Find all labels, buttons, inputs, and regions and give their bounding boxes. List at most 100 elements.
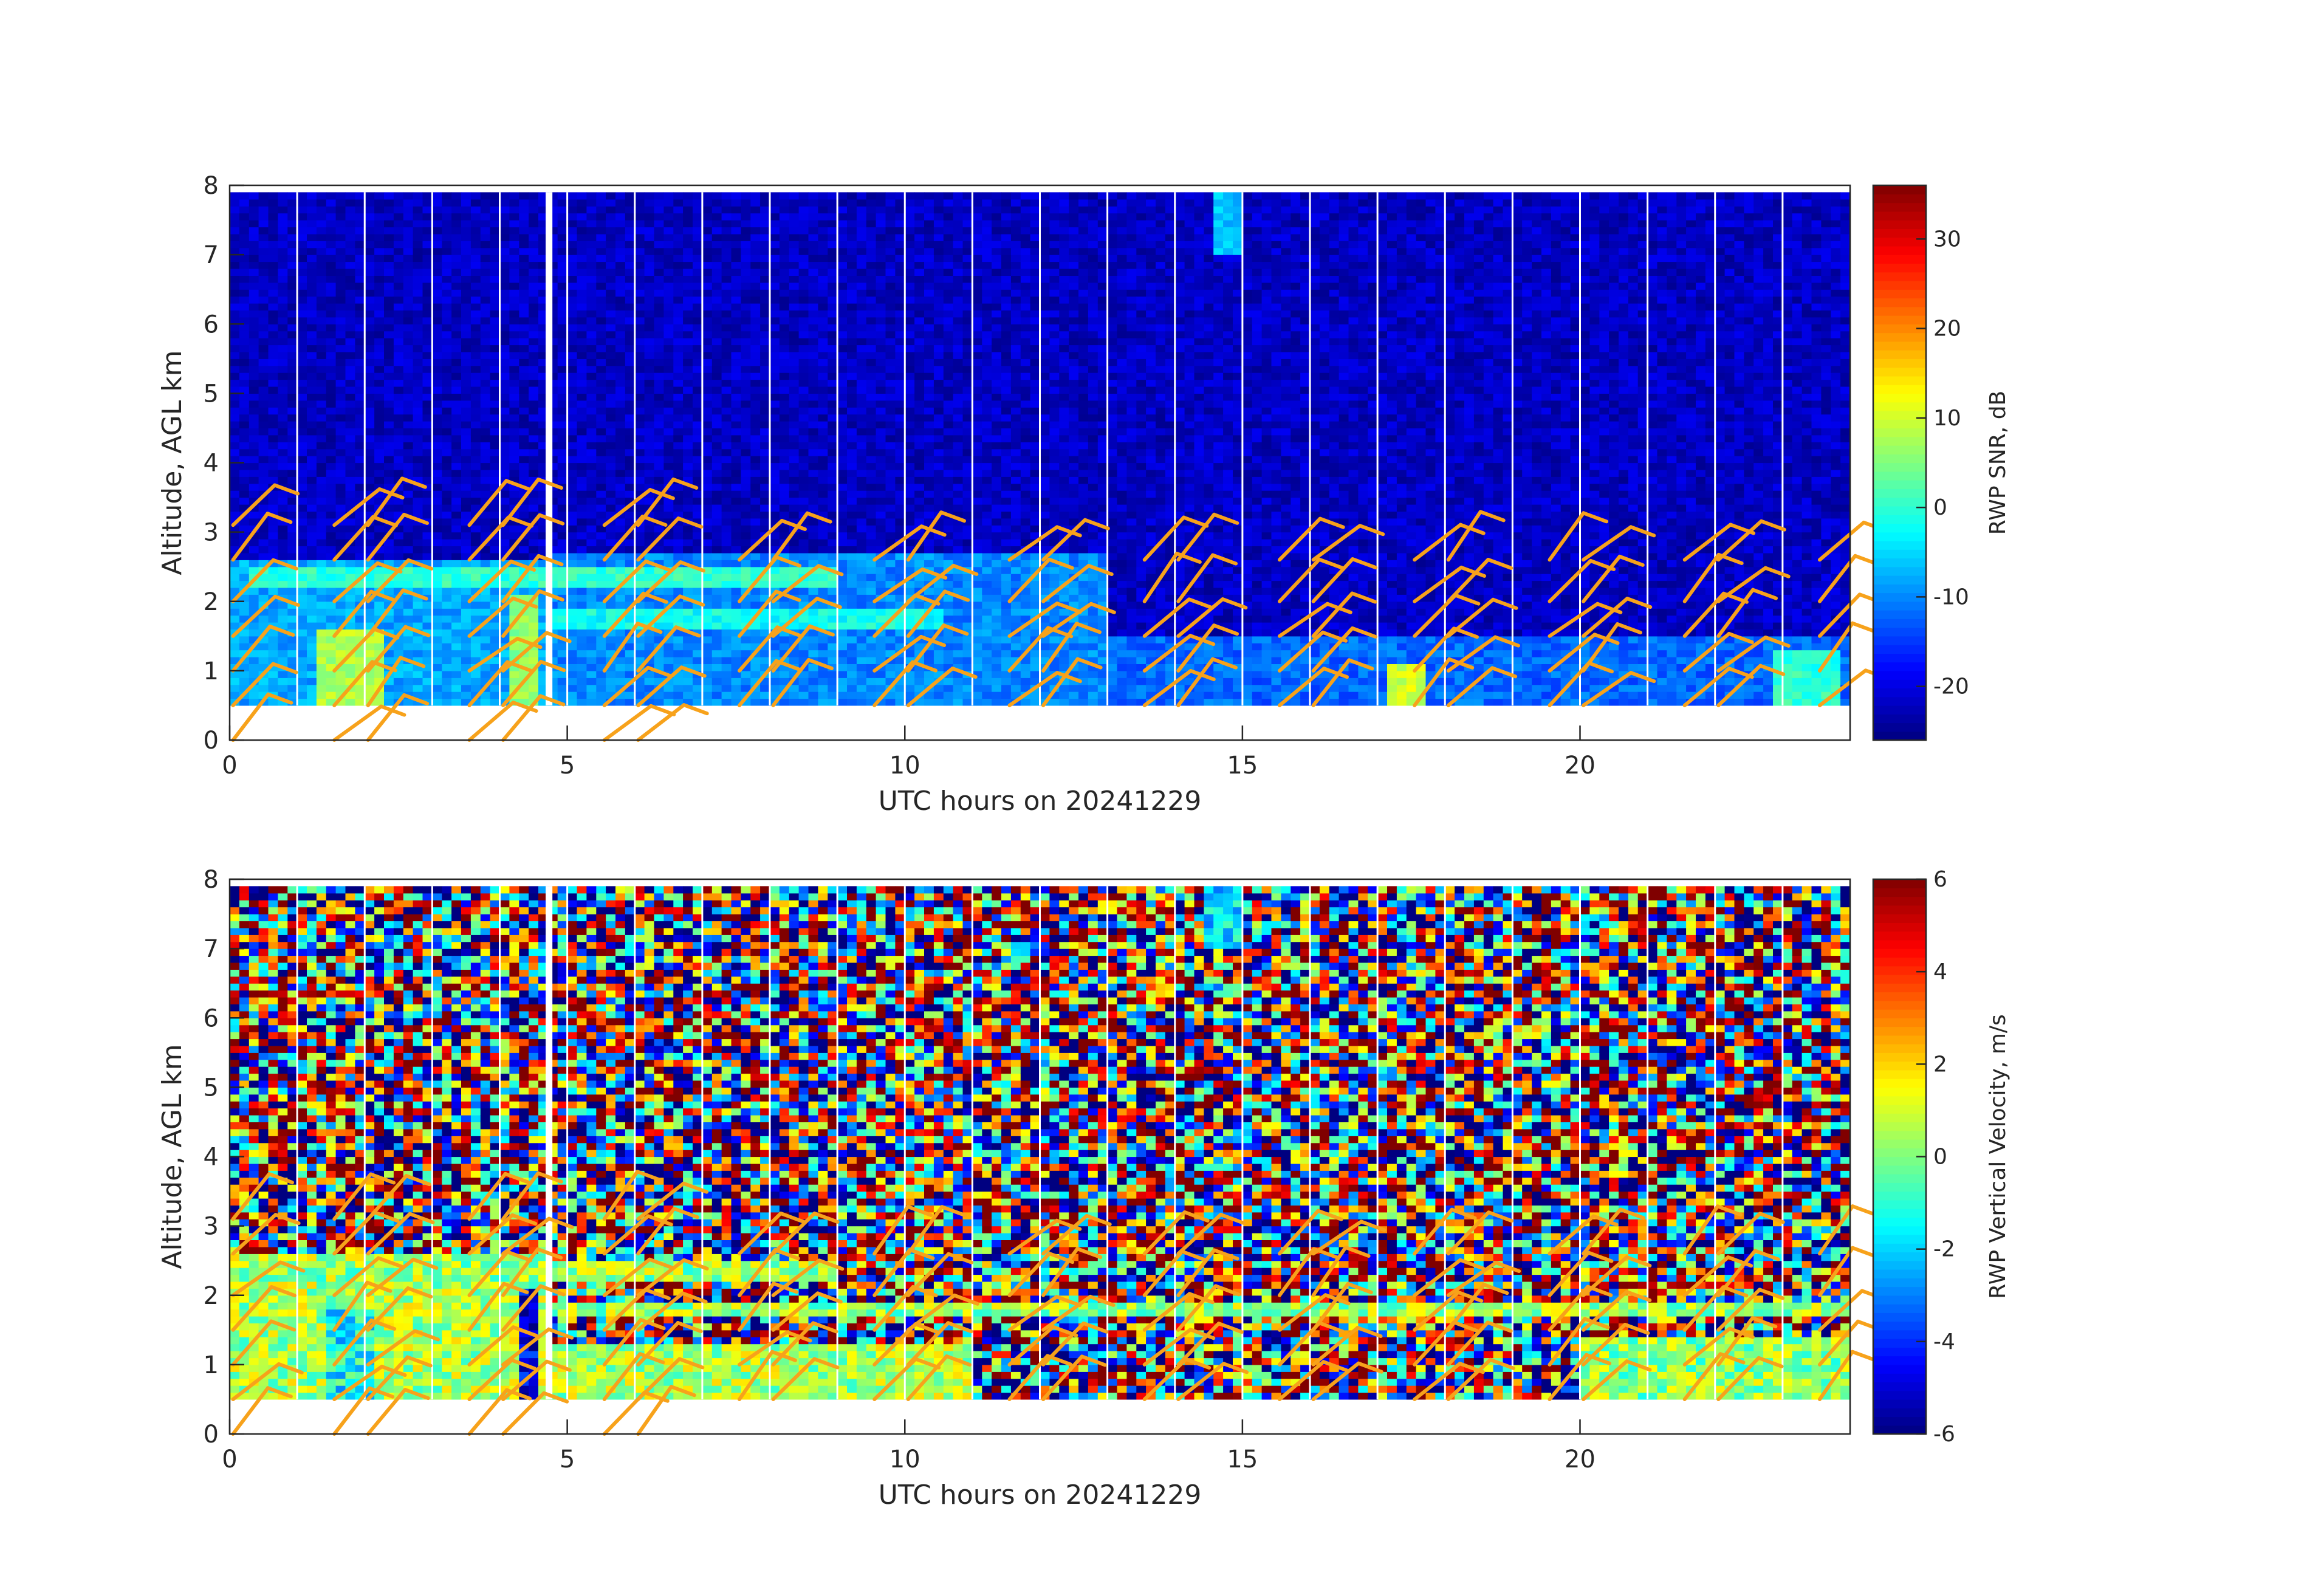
heatmap-cell	[307, 677, 317, 685]
heatmap-cell	[711, 372, 722, 380]
heatmap-cell	[567, 456, 578, 464]
heatmap-cell	[316, 677, 327, 685]
heatmap-cell	[847, 448, 857, 456]
heatmap-cell	[442, 456, 452, 464]
heatmap-cell	[625, 386, 636, 394]
heatmap-cell	[278, 345, 288, 352]
heatmap-cell	[529, 386, 539, 394]
heatmap-cell	[384, 199, 394, 207]
heatmap-cell	[307, 670, 317, 678]
heatmap-cell	[837, 241, 848, 249]
heatmap-cell	[297, 539, 307, 546]
heatmap-cell	[673, 269, 684, 276]
heatmap-cell	[596, 560, 606, 568]
heatmap-cell	[316, 289, 327, 297]
heatmap-cell	[509, 338, 519, 346]
heatmap-cell	[596, 622, 606, 629]
heatmap-cell	[750, 206, 761, 214]
heatmap-cell	[316, 574, 327, 581]
heatmap-cell	[798, 338, 809, 346]
heatmap-cell	[818, 241, 828, 249]
heatmap-cell	[239, 462, 250, 470]
heatmap-cell	[625, 691, 636, 699]
heatmap-cell	[230, 338, 240, 346]
heatmap-cell	[307, 657, 317, 664]
heatmap-cell	[470, 379, 481, 387]
heatmap-cell	[422, 282, 433, 290]
heatmap-cell	[711, 192, 722, 200]
heatmap-cell	[509, 490, 519, 498]
heatmap-cell	[287, 379, 298, 387]
heatmap-cell	[876, 511, 886, 519]
heatmap-cell	[461, 400, 471, 408]
heatmap-cell	[673, 365, 684, 373]
heatmap-cell	[828, 497, 838, 505]
heatmap-cell	[509, 421, 519, 428]
heatmap-cell	[837, 518, 848, 526]
heatmap-cell	[490, 448, 501, 456]
heatmap-cell	[625, 192, 636, 200]
heatmap-cell	[702, 428, 713, 436]
heatmap-cell	[615, 552, 626, 560]
heatmap-cell	[307, 372, 317, 380]
heatmap-cell	[673, 650, 684, 657]
heatmap-cell	[837, 442, 848, 450]
heatmap-cell	[634, 483, 645, 491]
heatmap-cell	[798, 414, 809, 422]
heatmap-cell	[663, 421, 674, 428]
heatmap-cell	[673, 372, 684, 380]
heatmap-cell	[413, 421, 423, 428]
heatmap-cell	[731, 421, 741, 428]
heatmap-cell	[519, 275, 529, 283]
heatmap-cell	[866, 247, 877, 255]
heatmap-cell	[442, 400, 452, 408]
heatmap-cell	[557, 289, 568, 297]
heatmap-cell	[335, 241, 346, 249]
heatmap-cell	[432, 289, 442, 297]
heatmap-cell	[577, 677, 587, 685]
heatmap-cell	[432, 269, 442, 276]
heatmap-cell	[422, 199, 433, 207]
heatmap-cell	[683, 317, 693, 324]
heatmap-cell	[451, 407, 462, 415]
heatmap-cell	[702, 657, 713, 664]
heatmap-cell	[249, 511, 259, 519]
heatmap-cell	[654, 199, 664, 207]
heatmap-cell	[278, 546, 288, 554]
heatmap-cell	[789, 351, 800, 359]
heatmap-cell	[335, 247, 346, 255]
heatmap-cell	[798, 434, 809, 442]
heatmap-cell	[432, 324, 442, 332]
heatmap-cell	[798, 192, 809, 200]
heatmap-cell	[625, 324, 636, 332]
heatmap-cell	[316, 351, 327, 359]
heatmap-cell	[818, 539, 828, 546]
heatmap-cell	[326, 289, 337, 297]
heatmap-cell	[345, 310, 355, 318]
heatmap-cell	[316, 615, 327, 623]
heatmap-cell	[442, 552, 452, 560]
heatmap-cell	[384, 372, 394, 380]
heatmap-cell	[278, 539, 288, 546]
heatmap-cell	[384, 213, 394, 221]
heatmap-cell	[741, 255, 751, 262]
heatmap-cell	[654, 657, 664, 664]
heatmap-cell	[606, 469, 616, 477]
heatmap-cell	[663, 643, 674, 651]
heatmap-cell	[847, 338, 857, 346]
heatmap-cell	[470, 525, 481, 533]
heatmap-cell	[557, 650, 568, 657]
heatmap-cell	[683, 400, 693, 408]
heatmap-cell	[432, 400, 442, 408]
heatmap-cell	[307, 442, 317, 450]
heatmap-cell	[287, 552, 298, 560]
heatmap-cell	[374, 227, 385, 235]
heatmap-cell	[529, 324, 539, 332]
heatmap-cell	[297, 261, 307, 269]
heatmap-cell	[470, 643, 481, 651]
heatmap-cell	[442, 483, 452, 491]
heatmap-cell	[461, 393, 471, 401]
heatmap-cell	[760, 351, 770, 359]
heatmap-cell	[413, 338, 423, 346]
heatmap-cell	[876, 601, 886, 609]
